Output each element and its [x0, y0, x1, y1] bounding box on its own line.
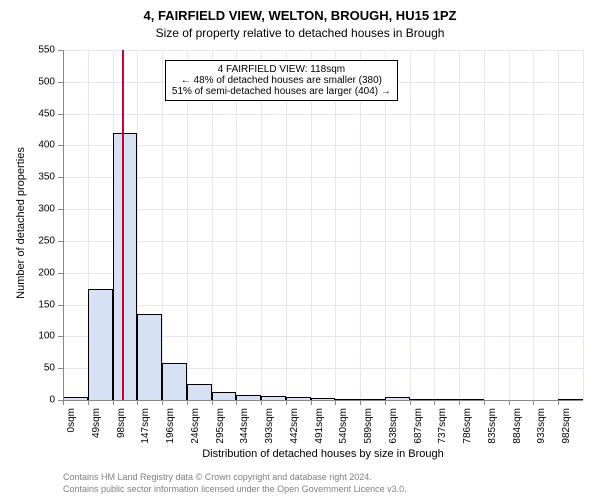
- x-tick-label: 982sqm: [561, 408, 572, 448]
- x-tick-label: 393sqm: [264, 408, 275, 448]
- histogram-bar: [88, 289, 113, 400]
- y-tick-label: 200: [23, 267, 55, 278]
- gridline-v: [311, 50, 312, 400]
- gridline-h: [63, 177, 583, 178]
- gridline-v: [410, 50, 411, 400]
- gridline-v: [558, 50, 559, 400]
- gridline-h: [63, 305, 583, 306]
- gridline-v: [162, 50, 163, 400]
- y-axis: [63, 50, 64, 400]
- y-tick-label: 150: [23, 299, 55, 310]
- y-tick-label: 100: [23, 331, 55, 342]
- y-tick-label: 550: [23, 45, 55, 56]
- annotation-line: ← 48% of detached houses are smaller (38…: [172, 75, 391, 86]
- x-tick-label: 49sqm: [91, 408, 102, 448]
- annotation-line: 4 FAIRFIELD VIEW: 118sqm: [172, 64, 391, 75]
- plot-area: 4 FAIRFIELD VIEW: 118sqm← 48% of detache…: [63, 50, 583, 400]
- gridline-h: [63, 209, 583, 210]
- gridline-h: [63, 241, 583, 242]
- chart-title: 4, FAIRFIELD VIEW, WELTON, BROUGH, HU15 …: [0, 8, 600, 23]
- footer-line-2: Contains public sector information licen…: [63, 484, 407, 494]
- gridline-v: [459, 50, 460, 400]
- x-tick-label: 491sqm: [314, 408, 325, 448]
- annotation-box: 4 FAIRFIELD VIEW: 118sqm← 48% of detache…: [165, 60, 398, 101]
- gridline-h: [63, 114, 583, 115]
- x-tick-label: 589sqm: [363, 408, 374, 448]
- gridline-v: [583, 50, 584, 400]
- y-tick-label: 450: [23, 108, 55, 119]
- histogram-bar: [187, 384, 212, 400]
- gridline-v: [261, 50, 262, 400]
- x-axis-label: Distribution of detached houses by size …: [63, 448, 583, 460]
- gridline-v: [212, 50, 213, 400]
- x-tick-label: 835sqm: [487, 408, 498, 448]
- gridline-h: [63, 50, 583, 51]
- property-marker-line: [122, 50, 124, 400]
- x-tick-label: 295sqm: [215, 408, 226, 448]
- annotation-line: 51% of semi-detached houses are larger (…: [172, 86, 391, 97]
- gridline-v: [385, 50, 386, 400]
- x-tick-label: 786sqm: [462, 408, 473, 448]
- gridline-v: [533, 50, 534, 400]
- histogram-bar: [162, 363, 187, 400]
- footer-line-1: Contains HM Land Registry data © Crown c…: [63, 472, 372, 482]
- x-tick-label: 638sqm: [388, 408, 399, 448]
- gridline-h: [63, 145, 583, 146]
- chart-subtitle: Size of property relative to detached ho…: [0, 26, 600, 40]
- x-tick-label: 442sqm: [289, 408, 300, 448]
- x-tick-label: 933sqm: [536, 408, 547, 448]
- gridline-v: [434, 50, 435, 400]
- gridline-v: [335, 50, 336, 400]
- histogram-bar: [137, 314, 162, 400]
- gridline-v: [360, 50, 361, 400]
- y-tick-label: 350: [23, 172, 55, 183]
- x-tick-label: 540sqm: [338, 408, 349, 448]
- y-tick-label: 300: [23, 204, 55, 215]
- x-tick-label: 98sqm: [116, 408, 127, 448]
- x-tick-label: 687sqm: [413, 408, 424, 448]
- gridline-v: [286, 50, 287, 400]
- y-tick-label: 0: [23, 395, 55, 406]
- gridline-h: [63, 273, 583, 274]
- y-tick-label: 250: [23, 235, 55, 246]
- histogram-bar: [212, 392, 237, 400]
- x-tick-label: 147sqm: [140, 408, 151, 448]
- gridline-v: [187, 50, 188, 400]
- y-tick-label: 400: [23, 140, 55, 151]
- y-axis-label: Number of detached properties: [15, 48, 27, 398]
- histogram-bar: [113, 133, 138, 400]
- x-tick-label: 737sqm: [437, 408, 448, 448]
- x-tick-label: 344sqm: [239, 408, 250, 448]
- gridline-v: [509, 50, 510, 400]
- gridline-v: [236, 50, 237, 400]
- y-tick-label: 50: [23, 363, 55, 374]
- gridline-v: [484, 50, 485, 400]
- y-tick-label: 500: [23, 76, 55, 87]
- x-tick-label: 0sqm: [66, 408, 77, 448]
- x-axis: [63, 400, 583, 401]
- x-tick-label: 246sqm: [190, 408, 201, 448]
- x-tick-label: 884sqm: [512, 408, 523, 448]
- x-tick-label: 196sqm: [165, 408, 176, 448]
